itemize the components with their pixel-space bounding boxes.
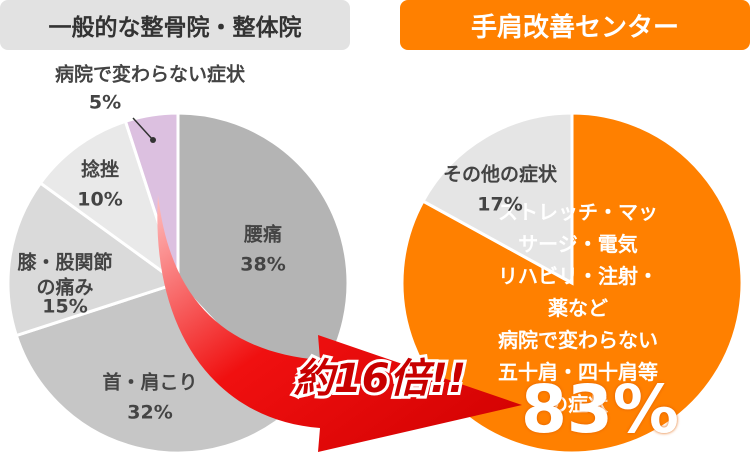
slice-label: その他の症状 <box>442 163 558 186</box>
value-label: 83% <box>521 371 679 449</box>
pie-slice <box>38 119 181 287</box>
slice-label: 膝・股関節 の痛み <box>17 251 113 298</box>
annotation: 約16倍!! <box>294 356 466 402</box>
pie-slice <box>14 281 297 454</box>
chart-title: 一般的な整骨院・整体院 <box>0 0 350 50</box>
slice-label: 首・肩こり <box>102 371 198 394</box>
slice-label: 腰痛 <box>243 223 283 246</box>
pie-slice <box>420 111 574 286</box>
leader-dot <box>150 137 156 143</box>
slice-label: 病院で変わらない症状 <box>54 63 246 86</box>
leader-line <box>132 117 154 141</box>
value-label: 32% <box>127 401 173 424</box>
chart-title: 手肩改善センター <box>400 0 750 50</box>
value-label: 15% <box>42 295 88 318</box>
pie-slice <box>6 180 182 338</box>
pie-slice <box>400 111 744 454</box>
arrow <box>157 195 523 452</box>
slice-label: 捻挫 <box>80 158 120 181</box>
slice-label: ストレッチ・マッサージ・電気 リハビリ・注射・薬など 病院で変わらない 五十肩・… <box>498 200 658 416</box>
value-label: 17% <box>477 193 523 216</box>
value-label: 10% <box>77 188 123 211</box>
value-label: 5% <box>88 91 122 114</box>
value-label: 38% <box>240 253 286 276</box>
